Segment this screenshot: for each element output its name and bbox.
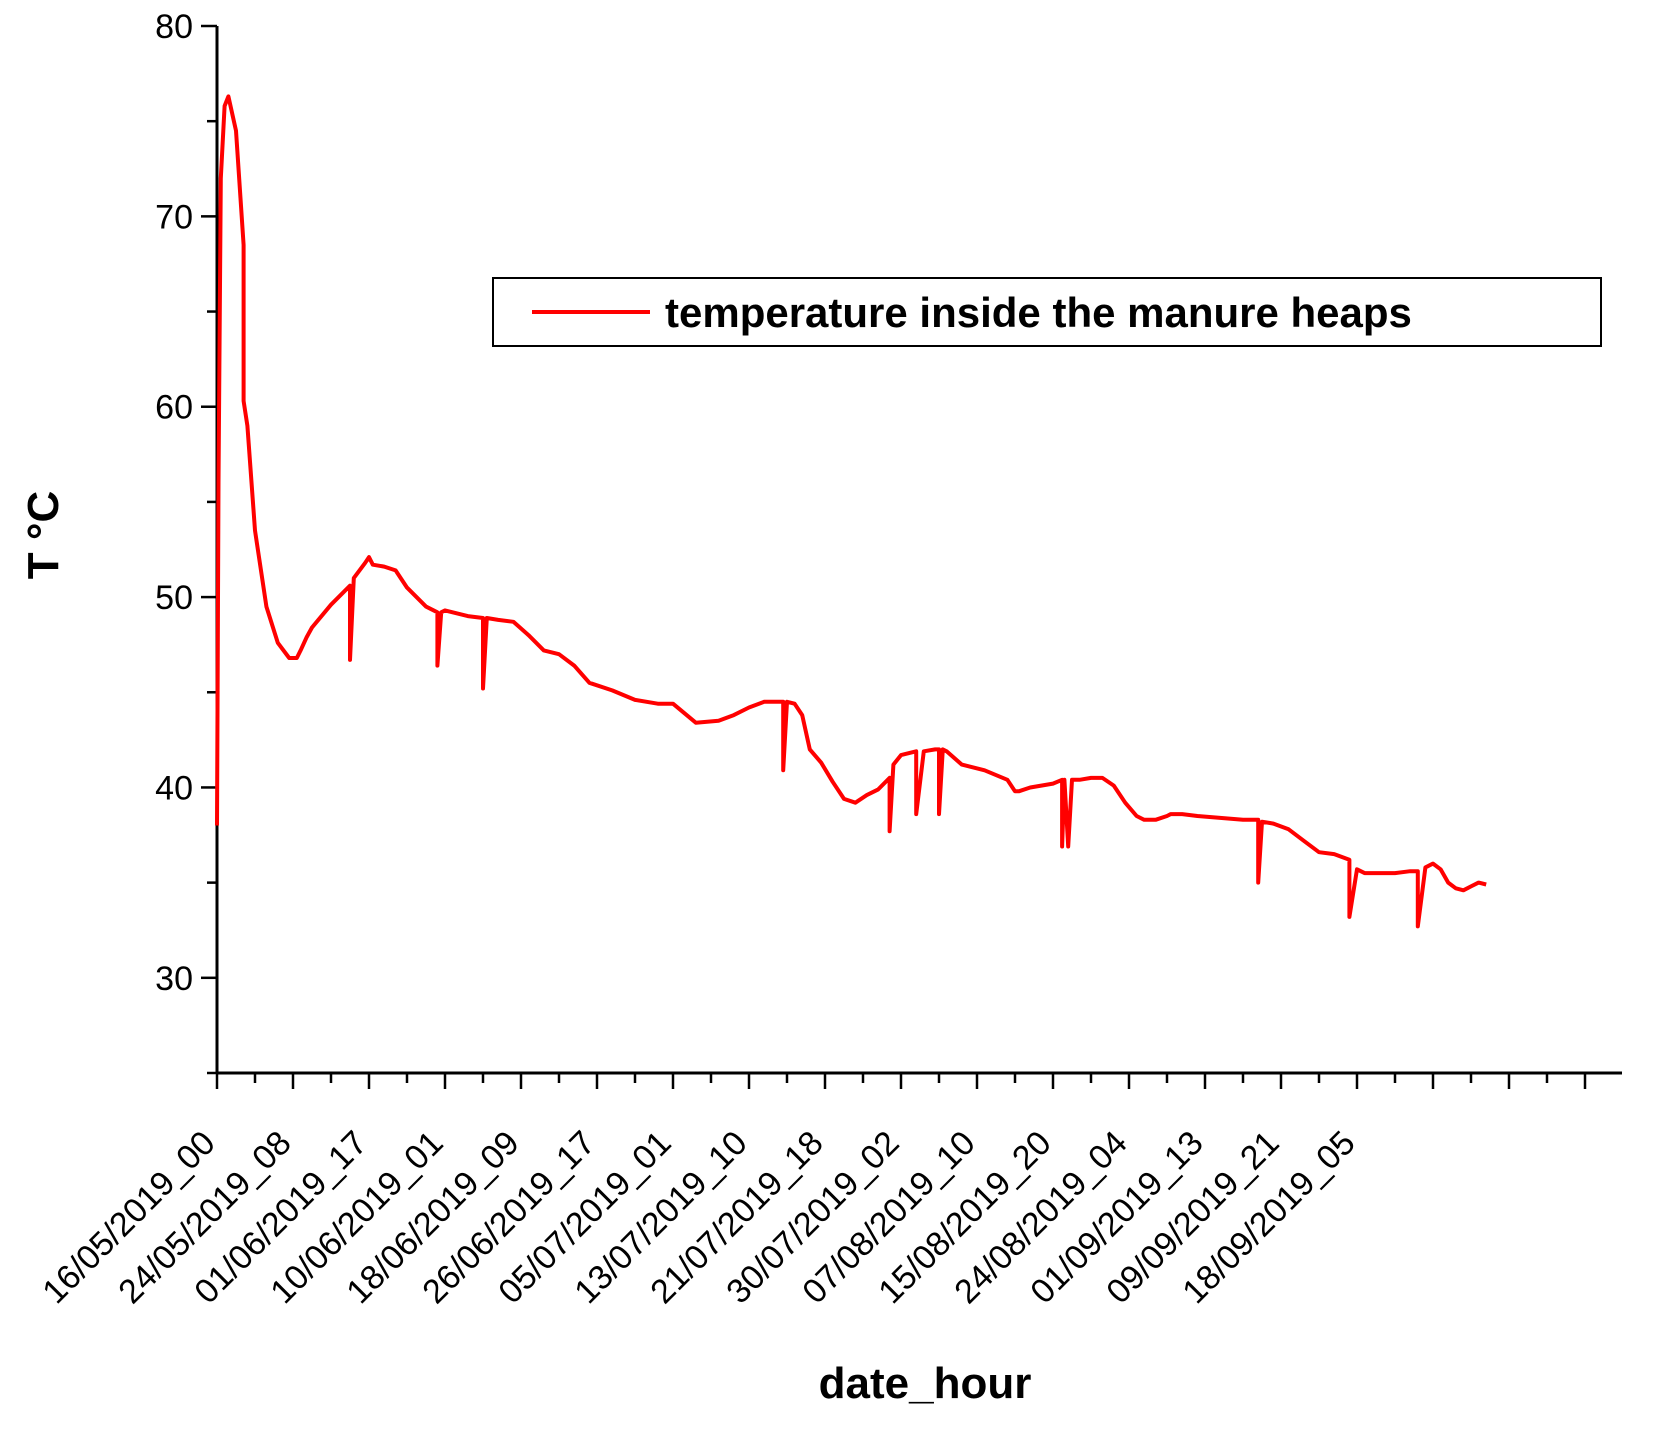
legend-label: temperature inside the manure heaps (665, 289, 1412, 336)
y-tick-label: 50 (155, 579, 193, 617)
y-tick-label: 70 (155, 198, 193, 236)
series-line (215, 94, 1487, 929)
series-layer (215, 94, 1487, 929)
y-tick-label: 80 (155, 8, 193, 46)
y-axis: 30 40 50 60 70 80 (155, 8, 219, 1075)
y-tick-label: 30 (155, 960, 193, 998)
legend: temperature inside the manure heaps (492, 277, 1602, 347)
x-axis: 16/05/2019_0024/05/2019_0801/06/2019_171… (35, 1071, 1622, 1311)
y-tick-label: 40 (155, 769, 193, 807)
x-axis-title: date_hour (819, 1359, 1032, 1408)
legend-box (492, 277, 1602, 347)
y-tick-label: 60 (155, 389, 193, 427)
y-axis-title: T °C (19, 491, 68, 579)
